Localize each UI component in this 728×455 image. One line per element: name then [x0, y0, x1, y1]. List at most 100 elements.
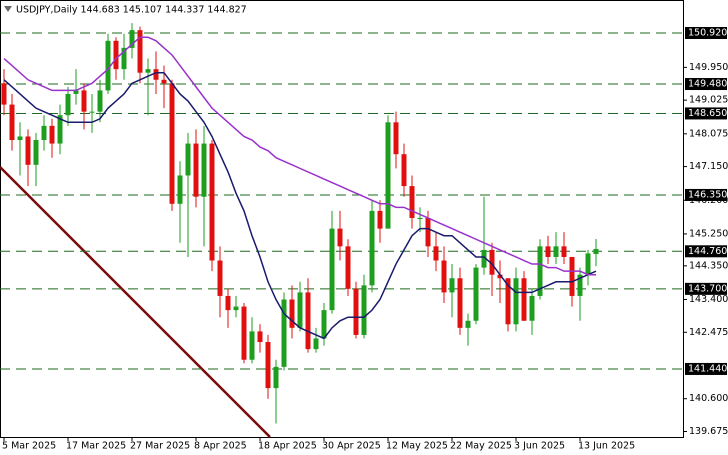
moving-average-line: [3, 71, 597, 340]
candle-body: [241, 306, 247, 360]
y-tick-label: 142.475: [689, 327, 728, 338]
x-tick-label: 3 Jun 2025: [514, 441, 565, 452]
candle-body: [369, 210, 375, 286]
level-label: 144.760: [688, 246, 727, 257]
candle-body: [281, 299, 287, 367]
candle-body: [193, 143, 199, 197]
y-tick-label: 140.600: [689, 393, 728, 404]
candle-body: [289, 299, 295, 328]
candle-body: [401, 154, 407, 187]
candle-body: [257, 331, 263, 343]
candle-body: [41, 125, 47, 141]
candle-body: [145, 69, 151, 73]
level-label: 150.920: [688, 27, 727, 38]
candle-body: [521, 278, 527, 321]
moving-average-line: [3, 36, 596, 276]
candle-body: [209, 143, 215, 261]
candle-body: [9, 104, 15, 141]
level-label-bg: [685, 26, 727, 39]
candle-body: [65, 93, 71, 116]
candle-body: [33, 140, 39, 165]
candle-body: [73, 90, 79, 94]
candle-body: [201, 143, 207, 197]
candle-body: [97, 90, 103, 112]
candle-body: [385, 122, 391, 229]
candle-body: [465, 320, 471, 328]
candle-body: [25, 136, 31, 165]
candle-body: [505, 278, 511, 325]
candle-body: [137, 30, 143, 73]
candle-body: [569, 256, 575, 296]
candle-body: [561, 246, 567, 257]
x-tick-label: 5 Mar 2025: [2, 441, 56, 452]
candle-body: [321, 310, 327, 339]
level-label-bg: [685, 245, 727, 258]
candle-body: [81, 90, 87, 112]
y-tick-label: 143.400: [689, 294, 728, 305]
candle-body: [489, 249, 495, 275]
candle-body: [425, 217, 431, 247]
candle-body: [497, 274, 503, 279]
candle-body: [1, 83, 7, 105]
candle-body: [361, 285, 367, 335]
candle-body: [185, 143, 191, 176]
plot-frame: [0, 0, 684, 438]
level-label-bg: [685, 78, 727, 91]
candle-body: [473, 267, 479, 321]
y-tick-label: 149.950: [689, 62, 728, 73]
candle-body: [273, 366, 279, 389]
candle-body: [297, 292, 303, 328]
candle-body: [89, 111, 95, 113]
x-tick-label: 13 Jun 2025: [578, 441, 635, 452]
candle-body: [49, 125, 55, 144]
level-label-bg: [685, 188, 727, 201]
candle-body: [537, 246, 543, 296]
x-tick-label: 30 Apr 2025: [322, 441, 381, 452]
candle-body: [529, 295, 535, 321]
candle-body: [377, 210, 383, 229]
level-label: 148.650: [688, 108, 727, 119]
candle-body: [129, 30, 135, 48]
candle-body: [305, 292, 311, 350]
level-label-bg: [685, 107, 727, 120]
x-tick-label: 8 Apr 2025: [194, 441, 247, 452]
candle-body: [249, 331, 255, 360]
x-tick-label: 18 Apr 2025: [258, 441, 317, 452]
y-tick-label: 149.025: [689, 95, 728, 106]
candle-body: [105, 40, 111, 91]
candle-body: [513, 278, 519, 325]
y-tick-label: 145.250: [689, 228, 728, 239]
candle-body: [433, 246, 439, 261]
candle-body: [585, 253, 591, 275]
candle-body: [57, 115, 63, 144]
level-label-bg: [685, 362, 727, 375]
trend-line: [0, 166, 271, 438]
candle-body: [329, 228, 335, 311]
candle-body: [409, 186, 415, 218]
candle-body: [457, 278, 463, 328]
candle-body: [177, 175, 183, 204]
candle-body: [593, 248, 599, 255]
y-tick-label: 139.675: [689, 426, 728, 437]
candle-body: [345, 246, 351, 289]
candle-body: [313, 338, 319, 350]
candle-body: [17, 136, 23, 141]
title-icon: [4, 6, 12, 12]
y-tick-label: 148.075: [689, 128, 728, 139]
candle-body: [353, 288, 359, 335]
candle-body: [217, 260, 223, 296]
y-tick-label: 144.350: [689, 260, 728, 271]
candle-body: [153, 69, 159, 80]
candle-body: [393, 122, 399, 155]
x-tick-label: 12 May 2025: [386, 441, 448, 452]
x-tick-label: 27 Mar 2025: [130, 441, 190, 452]
level-label: 149.480: [688, 79, 727, 90]
candle-body: [265, 342, 271, 389]
candle-body: [449, 278, 455, 293]
candle-body: [161, 79, 167, 84]
candle-body: [481, 249, 487, 268]
level-label-bg: [685, 282, 727, 295]
candle-body: [233, 306, 239, 311]
